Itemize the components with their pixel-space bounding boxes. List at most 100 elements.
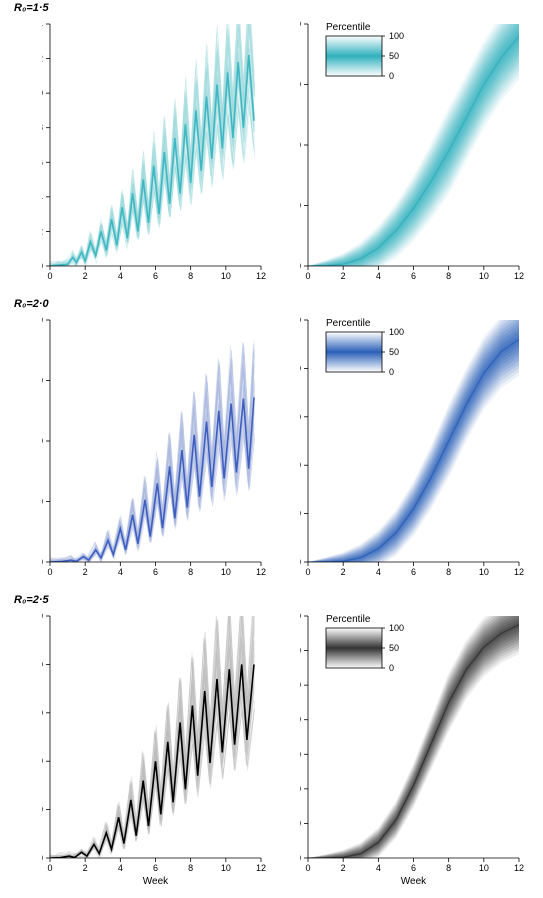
svg-text:10: 10: [479, 567, 489, 577]
right-panel-row-0: 0246810120100200300400Cumulative number …: [300, 14, 525, 294]
svg-text:50: 50: [389, 643, 399, 653]
svg-text:1200: 1200: [300, 646, 301, 656]
svg-text:0: 0: [389, 71, 394, 81]
svg-text:8: 8: [446, 863, 451, 873]
svg-text:4: 4: [118, 863, 123, 873]
svg-text:Percentile: Percentile: [326, 614, 371, 625]
svg-text:400: 400: [300, 19, 301, 29]
svg-text:10: 10: [42, 88, 43, 98]
svg-text:50: 50: [389, 51, 399, 61]
svg-text:100: 100: [300, 201, 301, 211]
svg-text:2: 2: [341, 271, 346, 281]
left-panel-row-0: 02468101202468101214Number of infections…: [42, 14, 267, 294]
svg-text:8: 8: [188, 567, 193, 577]
left-panel-row-1: 024681012010203040Number of infections (…: [42, 310, 267, 590]
svg-text:Percentile: Percentile: [326, 318, 371, 329]
svg-text:400: 400: [300, 784, 301, 794]
svg-text:12: 12: [514, 567, 524, 577]
row-title-1: R₀=2·0: [14, 298, 49, 310]
svg-text:1400: 1400: [300, 611, 301, 621]
svg-text:4: 4: [376, 863, 381, 873]
svg-text:0: 0: [47, 271, 52, 281]
svg-text:12: 12: [256, 271, 266, 281]
svg-text:4: 4: [376, 271, 381, 281]
svg-text:0: 0: [42, 261, 43, 271]
svg-text:6: 6: [153, 567, 158, 577]
svg-text:8: 8: [188, 863, 193, 873]
svg-text:12: 12: [514, 271, 524, 281]
svg-text:4: 4: [376, 567, 381, 577]
svg-text:0: 0: [300, 557, 301, 567]
svg-text:8: 8: [188, 271, 193, 281]
svg-text:0: 0: [300, 261, 301, 271]
svg-text:6: 6: [153, 863, 158, 873]
svg-text:0: 0: [47, 567, 52, 577]
row-title-2: R₀=2·5: [14, 594, 49, 606]
svg-text:800: 800: [300, 363, 301, 373]
svg-text:40: 40: [42, 315, 43, 325]
svg-text:Week: Week: [401, 876, 427, 886]
svg-text:8: 8: [42, 123, 43, 133]
svg-text:600: 600: [300, 749, 301, 759]
svg-text:Week: Week: [143, 876, 169, 886]
svg-text:100: 100: [389, 327, 404, 337]
svg-text:0: 0: [305, 271, 310, 281]
svg-text:Percentile: Percentile: [326, 22, 371, 33]
svg-text:0: 0: [305, 567, 310, 577]
svg-text:30: 30: [42, 376, 43, 386]
left-panel-row-2: 02468101201020304050Number of infections…: [42, 606, 267, 886]
svg-text:20: 20: [42, 756, 43, 766]
svg-text:2: 2: [341, 863, 346, 873]
svg-text:0: 0: [42, 853, 43, 863]
svg-text:12: 12: [256, 863, 266, 873]
svg-text:200: 200: [300, 140, 301, 150]
svg-text:0: 0: [389, 663, 394, 673]
svg-text:10: 10: [221, 271, 231, 281]
svg-text:0: 0: [389, 367, 394, 377]
svg-text:0: 0: [300, 853, 301, 863]
svg-text:100: 100: [389, 31, 404, 41]
svg-text:2: 2: [341, 567, 346, 577]
svg-text:50: 50: [389, 347, 399, 357]
svg-text:1000: 1000: [300, 315, 301, 325]
svg-text:800: 800: [300, 715, 301, 725]
svg-text:10: 10: [221, 567, 231, 577]
svg-text:6: 6: [411, 567, 416, 577]
svg-text:6: 6: [42, 157, 43, 167]
svg-text:4: 4: [42, 192, 43, 202]
svg-text:10: 10: [42, 805, 43, 815]
svg-text:1000: 1000: [300, 680, 301, 690]
svg-text:14: 14: [42, 19, 43, 29]
svg-text:8: 8: [446, 271, 451, 281]
svg-text:0: 0: [47, 863, 52, 873]
svg-text:4: 4: [118, 271, 123, 281]
svg-text:2: 2: [83, 271, 88, 281]
svg-text:10: 10: [42, 497, 43, 507]
svg-text:100: 100: [389, 623, 404, 633]
svg-text:200: 200: [300, 509, 301, 519]
svg-text:20: 20: [42, 436, 43, 446]
svg-text:6: 6: [411, 271, 416, 281]
right-panel-row-2: 0246810120200400600800100012001400Cumula…: [300, 606, 525, 886]
svg-text:0: 0: [305, 863, 310, 873]
svg-text:8: 8: [446, 567, 451, 577]
svg-text:10: 10: [221, 863, 231, 873]
svg-text:400: 400: [300, 460, 301, 470]
svg-text:300: 300: [300, 80, 301, 90]
svg-text:50: 50: [42, 611, 43, 621]
svg-text:12: 12: [42, 54, 43, 64]
svg-text:10: 10: [479, 271, 489, 281]
svg-text:30: 30: [42, 708, 43, 718]
svg-text:200: 200: [300, 818, 301, 828]
svg-text:40: 40: [42, 659, 43, 669]
svg-text:2: 2: [83, 567, 88, 577]
svg-text:12: 12: [256, 567, 266, 577]
row-title-0: R₀=1·5: [14, 2, 49, 14]
svg-text:2: 2: [83, 863, 88, 873]
svg-text:6: 6: [411, 863, 416, 873]
svg-text:12: 12: [514, 863, 524, 873]
right-panel-row-1: 02468101202004006008001000Cumulative num…: [300, 310, 525, 590]
svg-text:10: 10: [479, 863, 489, 873]
svg-text:0: 0: [42, 557, 43, 567]
svg-text:600: 600: [300, 412, 301, 422]
